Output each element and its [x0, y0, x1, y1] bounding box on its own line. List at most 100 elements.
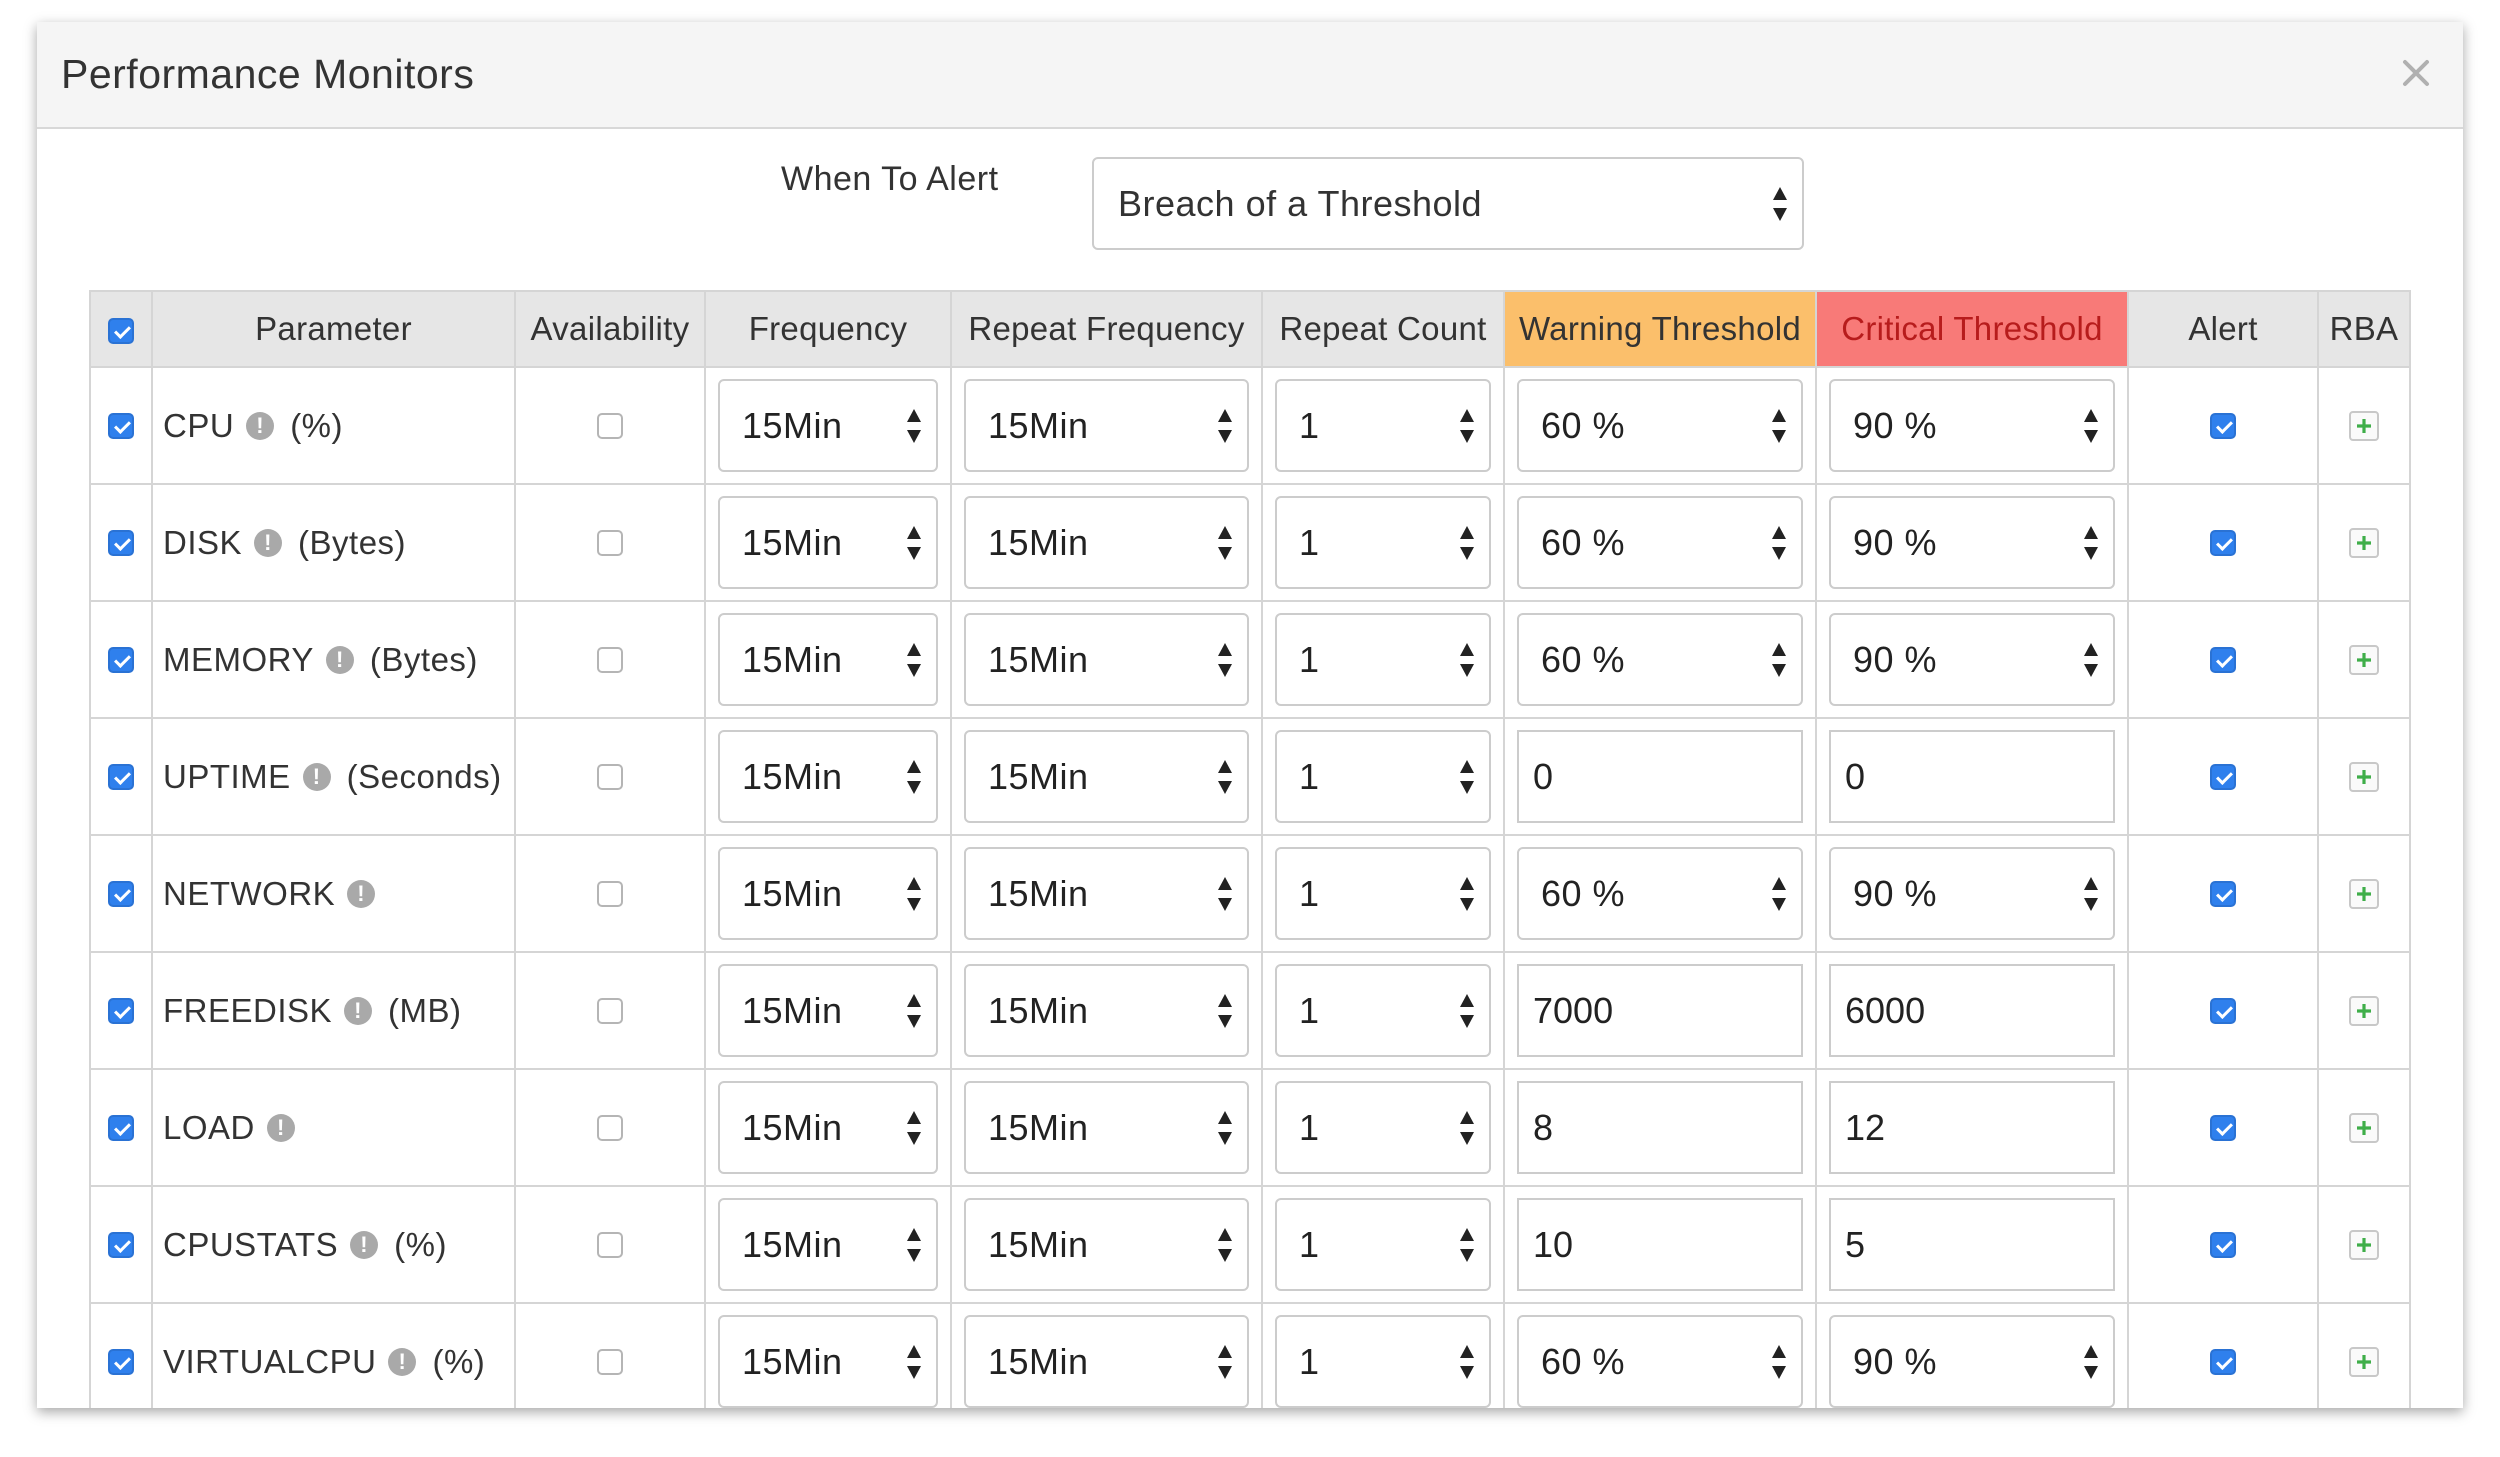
warning-threshold-input[interactable]: 7000: [1517, 964, 1803, 1057]
frequency-select[interactable]: 15Min: [718, 1315, 938, 1408]
repeat-frequency-select[interactable]: 15Min: [964, 379, 1249, 472]
alert-checkbox[interactable]: [2210, 763, 2236, 790]
critical-threshold-select[interactable]: 90 %: [1829, 1315, 2115, 1408]
warning-threshold-select[interactable]: 60 %: [1517, 847, 1803, 940]
frequency-select[interactable]: 15Min: [718, 379, 938, 472]
repeat-count-select[interactable]: 1: [1275, 1315, 1491, 1408]
frequency-select[interactable]: 15Min: [718, 1198, 938, 1291]
availability-checkbox[interactable]: [597, 763, 623, 790]
when-to-alert-select[interactable]: Breach of a Threshold: [1092, 157, 1804, 250]
frequency-select[interactable]: 15Min: [718, 496, 938, 589]
select-all-checkbox[interactable]: [108, 318, 134, 345]
critical-threshold-cell: 90 %: [1815, 1302, 2129, 1408]
rba-add-button[interactable]: [2349, 761, 2379, 792]
alert-checkbox[interactable]: [2210, 880, 2236, 907]
critical-threshold-input[interactable]: 12: [1829, 1081, 2115, 1174]
warning-threshold-input[interactable]: 0: [1517, 730, 1803, 823]
info-icon[interactable]: !: [347, 879, 376, 908]
frequency-select[interactable]: 15Min: [718, 730, 938, 823]
repeat-count-select[interactable]: 1: [1275, 730, 1491, 823]
critical-threshold-select[interactable]: 90 %: [1829, 847, 2115, 940]
rba-add-button[interactable]: [2349, 995, 2379, 1026]
repeat-count-select[interactable]: 1: [1275, 496, 1491, 589]
info-icon[interactable]: !: [266, 1113, 295, 1142]
critical-threshold-input[interactable]: 0: [1829, 730, 2115, 823]
rba-add-button[interactable]: [2349, 1112, 2379, 1143]
alert-cell: [2127, 1302, 2319, 1408]
info-icon[interactable]: !: [350, 1230, 379, 1259]
info-icon[interactable]: !: [246, 411, 275, 440]
warning-threshold-select[interactable]: 60 %: [1517, 496, 1803, 589]
alert-checkbox[interactable]: [2210, 646, 2236, 673]
frequency-select[interactable]: 15Min: [718, 1081, 938, 1174]
row-select-checkbox[interactable]: [108, 646, 134, 673]
alert-checkbox[interactable]: [2210, 412, 2236, 439]
availability-checkbox[interactable]: [597, 529, 623, 556]
warning-threshold-input[interactable]: 10: [1517, 1198, 1803, 1291]
repeat-frequency-select[interactable]: 15Min: [964, 1315, 1249, 1408]
availability-checkbox[interactable]: [597, 1114, 623, 1141]
info-icon[interactable]: !: [302, 762, 331, 791]
rba-add-button[interactable]: [2349, 1229, 2379, 1260]
info-icon[interactable]: !: [344, 996, 373, 1025]
rba-cell: [2317, 951, 2411, 1070]
frequency-select[interactable]: 15Min: [718, 847, 938, 940]
critical-threshold-select[interactable]: 90 %: [1829, 496, 2115, 589]
availability-checkbox[interactable]: [597, 1348, 623, 1375]
availability-cell: [514, 600, 706, 719]
frequency-select[interactable]: 15Min: [718, 964, 938, 1057]
repeat-frequency-select[interactable]: 15Min: [964, 847, 1249, 940]
critical-threshold-select[interactable]: 90 %: [1829, 613, 2115, 706]
alert-checkbox[interactable]: [2210, 1231, 2236, 1258]
availability-checkbox[interactable]: [597, 1231, 623, 1258]
repeat-count-select[interactable]: 1: [1275, 1081, 1491, 1174]
select-arrows-icon: [1773, 186, 1787, 221]
repeat-count-select-value: 1: [1299, 755, 1320, 797]
repeat-count-select[interactable]: 1: [1275, 847, 1491, 940]
warning-threshold-select[interactable]: 60 %: [1517, 613, 1803, 706]
alert-checkbox[interactable]: [2210, 1114, 2236, 1141]
warning-threshold-input[interactable]: 8: [1517, 1081, 1803, 1174]
repeat-frequency-select[interactable]: 15Min: [964, 496, 1249, 589]
critical-threshold-select[interactable]: 90 %: [1829, 379, 2115, 472]
row-select-checkbox[interactable]: [108, 880, 134, 907]
availability-checkbox[interactable]: [597, 880, 623, 907]
row-select-checkbox[interactable]: [108, 1231, 134, 1258]
repeat-count-select[interactable]: 1: [1275, 379, 1491, 472]
repeat-frequency-select[interactable]: 15Min: [964, 730, 1249, 823]
row-select-checkbox[interactable]: [108, 763, 134, 790]
row-select-checkbox[interactable]: [108, 529, 134, 556]
info-icon[interactable]: !: [254, 528, 283, 557]
alert-checkbox[interactable]: [2210, 1348, 2236, 1375]
warning-threshold-select[interactable]: 60 %: [1517, 379, 1803, 472]
availability-checkbox[interactable]: [597, 412, 623, 439]
row-select-cell: [89, 600, 153, 719]
info-icon[interactable]: !: [388, 1347, 417, 1376]
row-select-checkbox[interactable]: [108, 1114, 134, 1141]
close-button[interactable]: [2385, 38, 2447, 108]
rba-add-button[interactable]: [2349, 410, 2379, 441]
frequency-select[interactable]: 15Min: [718, 613, 938, 706]
rba-add-button[interactable]: [2349, 644, 2379, 675]
warning-threshold-select[interactable]: 60 %: [1517, 1315, 1803, 1408]
repeat-count-select[interactable]: 1: [1275, 613, 1491, 706]
row-select-checkbox[interactable]: [108, 1348, 134, 1375]
alert-checkbox[interactable]: [2210, 997, 2236, 1024]
repeat-frequency-select[interactable]: 15Min: [964, 1081, 1249, 1174]
critical-threshold-input[interactable]: 5: [1829, 1198, 2115, 1291]
repeat-count-select[interactable]: 1: [1275, 964, 1491, 1057]
repeat-frequency-select[interactable]: 15Min: [964, 1198, 1249, 1291]
rba-add-button[interactable]: [2349, 527, 2379, 558]
rba-add-button[interactable]: [2349, 1346, 2379, 1377]
rba-add-button[interactable]: [2349, 878, 2379, 909]
row-select-checkbox[interactable]: [108, 412, 134, 439]
availability-checkbox[interactable]: [597, 646, 623, 673]
critical-threshold-input[interactable]: 6000: [1829, 964, 2115, 1057]
repeat-frequency-select[interactable]: 15Min: [964, 613, 1249, 706]
repeat-frequency-select[interactable]: 15Min: [964, 964, 1249, 1057]
alert-checkbox[interactable]: [2210, 529, 2236, 556]
info-icon[interactable]: !: [325, 645, 354, 674]
repeat-count-select[interactable]: 1: [1275, 1198, 1491, 1291]
availability-checkbox[interactable]: [597, 997, 623, 1024]
row-select-checkbox[interactable]: [108, 997, 134, 1024]
